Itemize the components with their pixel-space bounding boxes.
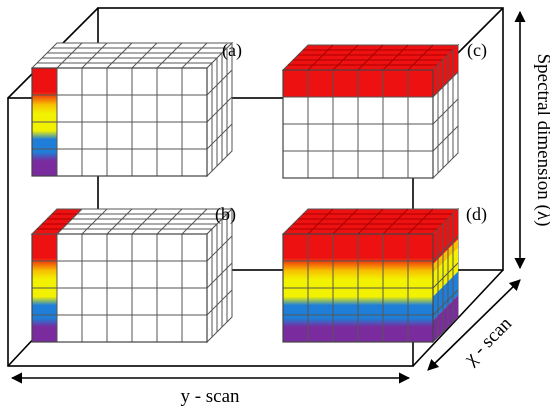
cube-c — [281, 43, 460, 180]
label-a: (a) — [222, 40, 242, 61]
x-scan-label: χ - scan — [459, 313, 516, 370]
cube-a — [30, 41, 234, 178]
label-c: (c) — [467, 40, 487, 61]
cube-b — [30, 207, 234, 344]
y-scan-label: y - scan — [180, 386, 240, 407]
spectral-label: Spectral dimension (λ) — [533, 54, 550, 227]
cube-top-face — [30, 42, 234, 69]
label-b: (b) — [215, 204, 236, 225]
x-scan-arrow — [427, 279, 521, 371]
cube-d — [281, 207, 460, 344]
label-d: (d) — [466, 204, 487, 225]
